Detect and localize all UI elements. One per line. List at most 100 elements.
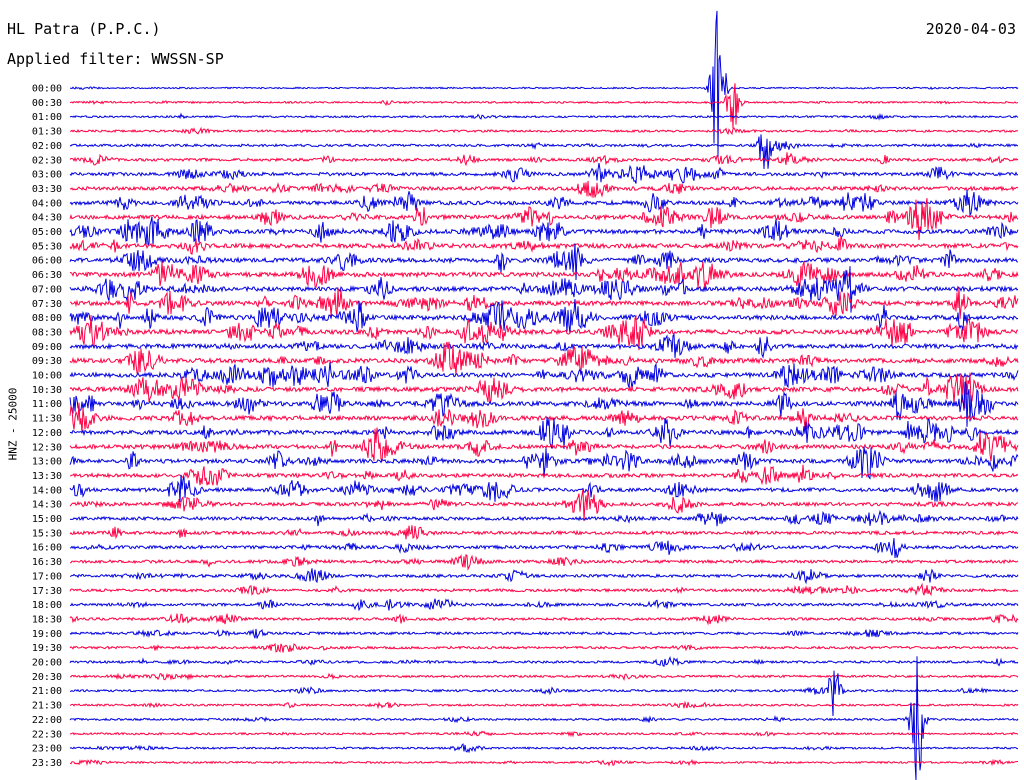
row-label: 22:30	[32, 729, 62, 740]
trace-line	[69, 672, 1019, 681]
row-label: 22:00	[32, 715, 62, 726]
row-label: 09:30	[32, 356, 62, 367]
trace-line	[69, 260, 1019, 290]
trace-line	[69, 598, 1019, 612]
row-label: 05:30	[32, 241, 62, 252]
row-label: 00:00	[32, 84, 62, 95]
trace-line	[69, 299, 1019, 334]
station-title: HL Patra (P.P.C.)	[7, 20, 161, 38]
row-label: 00:30	[32, 98, 62, 109]
trace-line	[69, 216, 1019, 247]
trace-line	[69, 163, 1019, 184]
trace-line	[69, 758, 1018, 767]
row-label: 10:00	[32, 371, 62, 382]
row-label: 06:30	[32, 270, 62, 281]
trace-line	[70, 286, 1019, 320]
trace-line	[69, 266, 1019, 313]
row-label: 21:30	[32, 701, 62, 712]
trace-line	[69, 341, 1019, 375]
row-label: 10:30	[32, 385, 62, 396]
trace-line	[69, 582, 1019, 597]
row-label: 03:30	[32, 184, 62, 195]
trace-line	[69, 613, 1019, 626]
row-label: 08:30	[32, 327, 62, 338]
row-label: 17:00	[32, 571, 62, 582]
trace-line	[69, 628, 1019, 639]
trace-line	[69, 362, 1019, 389]
trace-line	[69, 427, 1019, 462]
row-label: 18:30	[32, 614, 62, 625]
trace-line	[69, 235, 1019, 255]
row-label: 14:00	[32, 485, 62, 496]
row-label: 11:00	[32, 399, 62, 410]
row-label: 04:30	[32, 213, 62, 224]
trace-line	[69, 700, 1019, 710]
trace-line	[69, 464, 1019, 486]
trace-line	[69, 372, 1019, 409]
row-label: 23:30	[32, 758, 62, 769]
filter-label: Applied filter: WWSSN-SP	[7, 50, 224, 68]
row-label: 05:00	[32, 227, 62, 238]
trace-line	[69, 474, 1019, 503]
trace-line	[69, 656, 1019, 780]
trace-line	[69, 743, 1018, 754]
trace-line	[69, 189, 1019, 217]
trace-line	[69, 180, 1019, 198]
row-label: 12:30	[32, 442, 62, 453]
date-label: 2020-04-03	[925, 20, 1016, 38]
row-label: 15:00	[32, 514, 62, 525]
row-label: 16:00	[32, 543, 62, 554]
row-label: 20:00	[32, 658, 62, 669]
row-label: 02:00	[32, 141, 62, 152]
trace-line	[69, 670, 1019, 717]
row-label: 01:00	[32, 112, 62, 123]
row-label: 19:00	[32, 629, 62, 640]
row-label: 11:30	[32, 414, 62, 425]
row-label: 01:30	[32, 127, 62, 138]
trace-line	[69, 417, 1019, 449]
row-label: 13:30	[32, 471, 62, 482]
trace-line	[69, 381, 1019, 427]
row-label: 17:30	[32, 586, 62, 597]
trace-line	[69, 10, 1019, 158]
trace-line	[69, 83, 1019, 129]
trace-line	[69, 642, 1019, 653]
row-label: 18:00	[32, 600, 62, 611]
row-label: 20:30	[32, 672, 62, 683]
trace-line	[69, 314, 1019, 351]
trace-line	[69, 655, 1019, 667]
trace-line	[69, 446, 1019, 480]
trace-line	[69, 152, 1019, 167]
trace-line	[69, 525, 1019, 541]
row-label: 12:00	[32, 428, 62, 439]
row-label: 15:30	[32, 528, 62, 539]
trace-line	[70, 553, 1019, 572]
trace-line	[69, 538, 1019, 559]
row-label: 19:30	[32, 643, 62, 654]
row-label: 03:00	[32, 170, 62, 181]
row-label: 14:30	[32, 500, 62, 511]
trace-line	[69, 730, 1019, 738]
row-label: 04:00	[32, 198, 62, 209]
trace-line	[69, 198, 1019, 241]
row-label: 07:00	[32, 284, 62, 295]
trace-line	[69, 402, 1019, 434]
trace-line	[69, 509, 1019, 527]
trace-line	[69, 243, 1018, 281]
row-label: 02:30	[32, 155, 62, 166]
row-label: 23:00	[32, 744, 62, 755]
row-label: 08:00	[32, 313, 62, 324]
trace-line	[69, 568, 1019, 585]
row-label: 09:00	[32, 342, 62, 353]
trace-line	[69, 134, 1019, 170]
trace-line	[69, 126, 1019, 136]
row-label: 21:00	[32, 686, 62, 697]
trace-line	[69, 489, 1019, 522]
row-label: 16:30	[32, 557, 62, 568]
trace-line	[69, 112, 1019, 121]
row-label: 07:30	[32, 299, 62, 310]
row-label: 13:00	[32, 457, 62, 468]
row-label: 06:00	[32, 256, 62, 267]
trace-line	[69, 333, 1019, 359]
